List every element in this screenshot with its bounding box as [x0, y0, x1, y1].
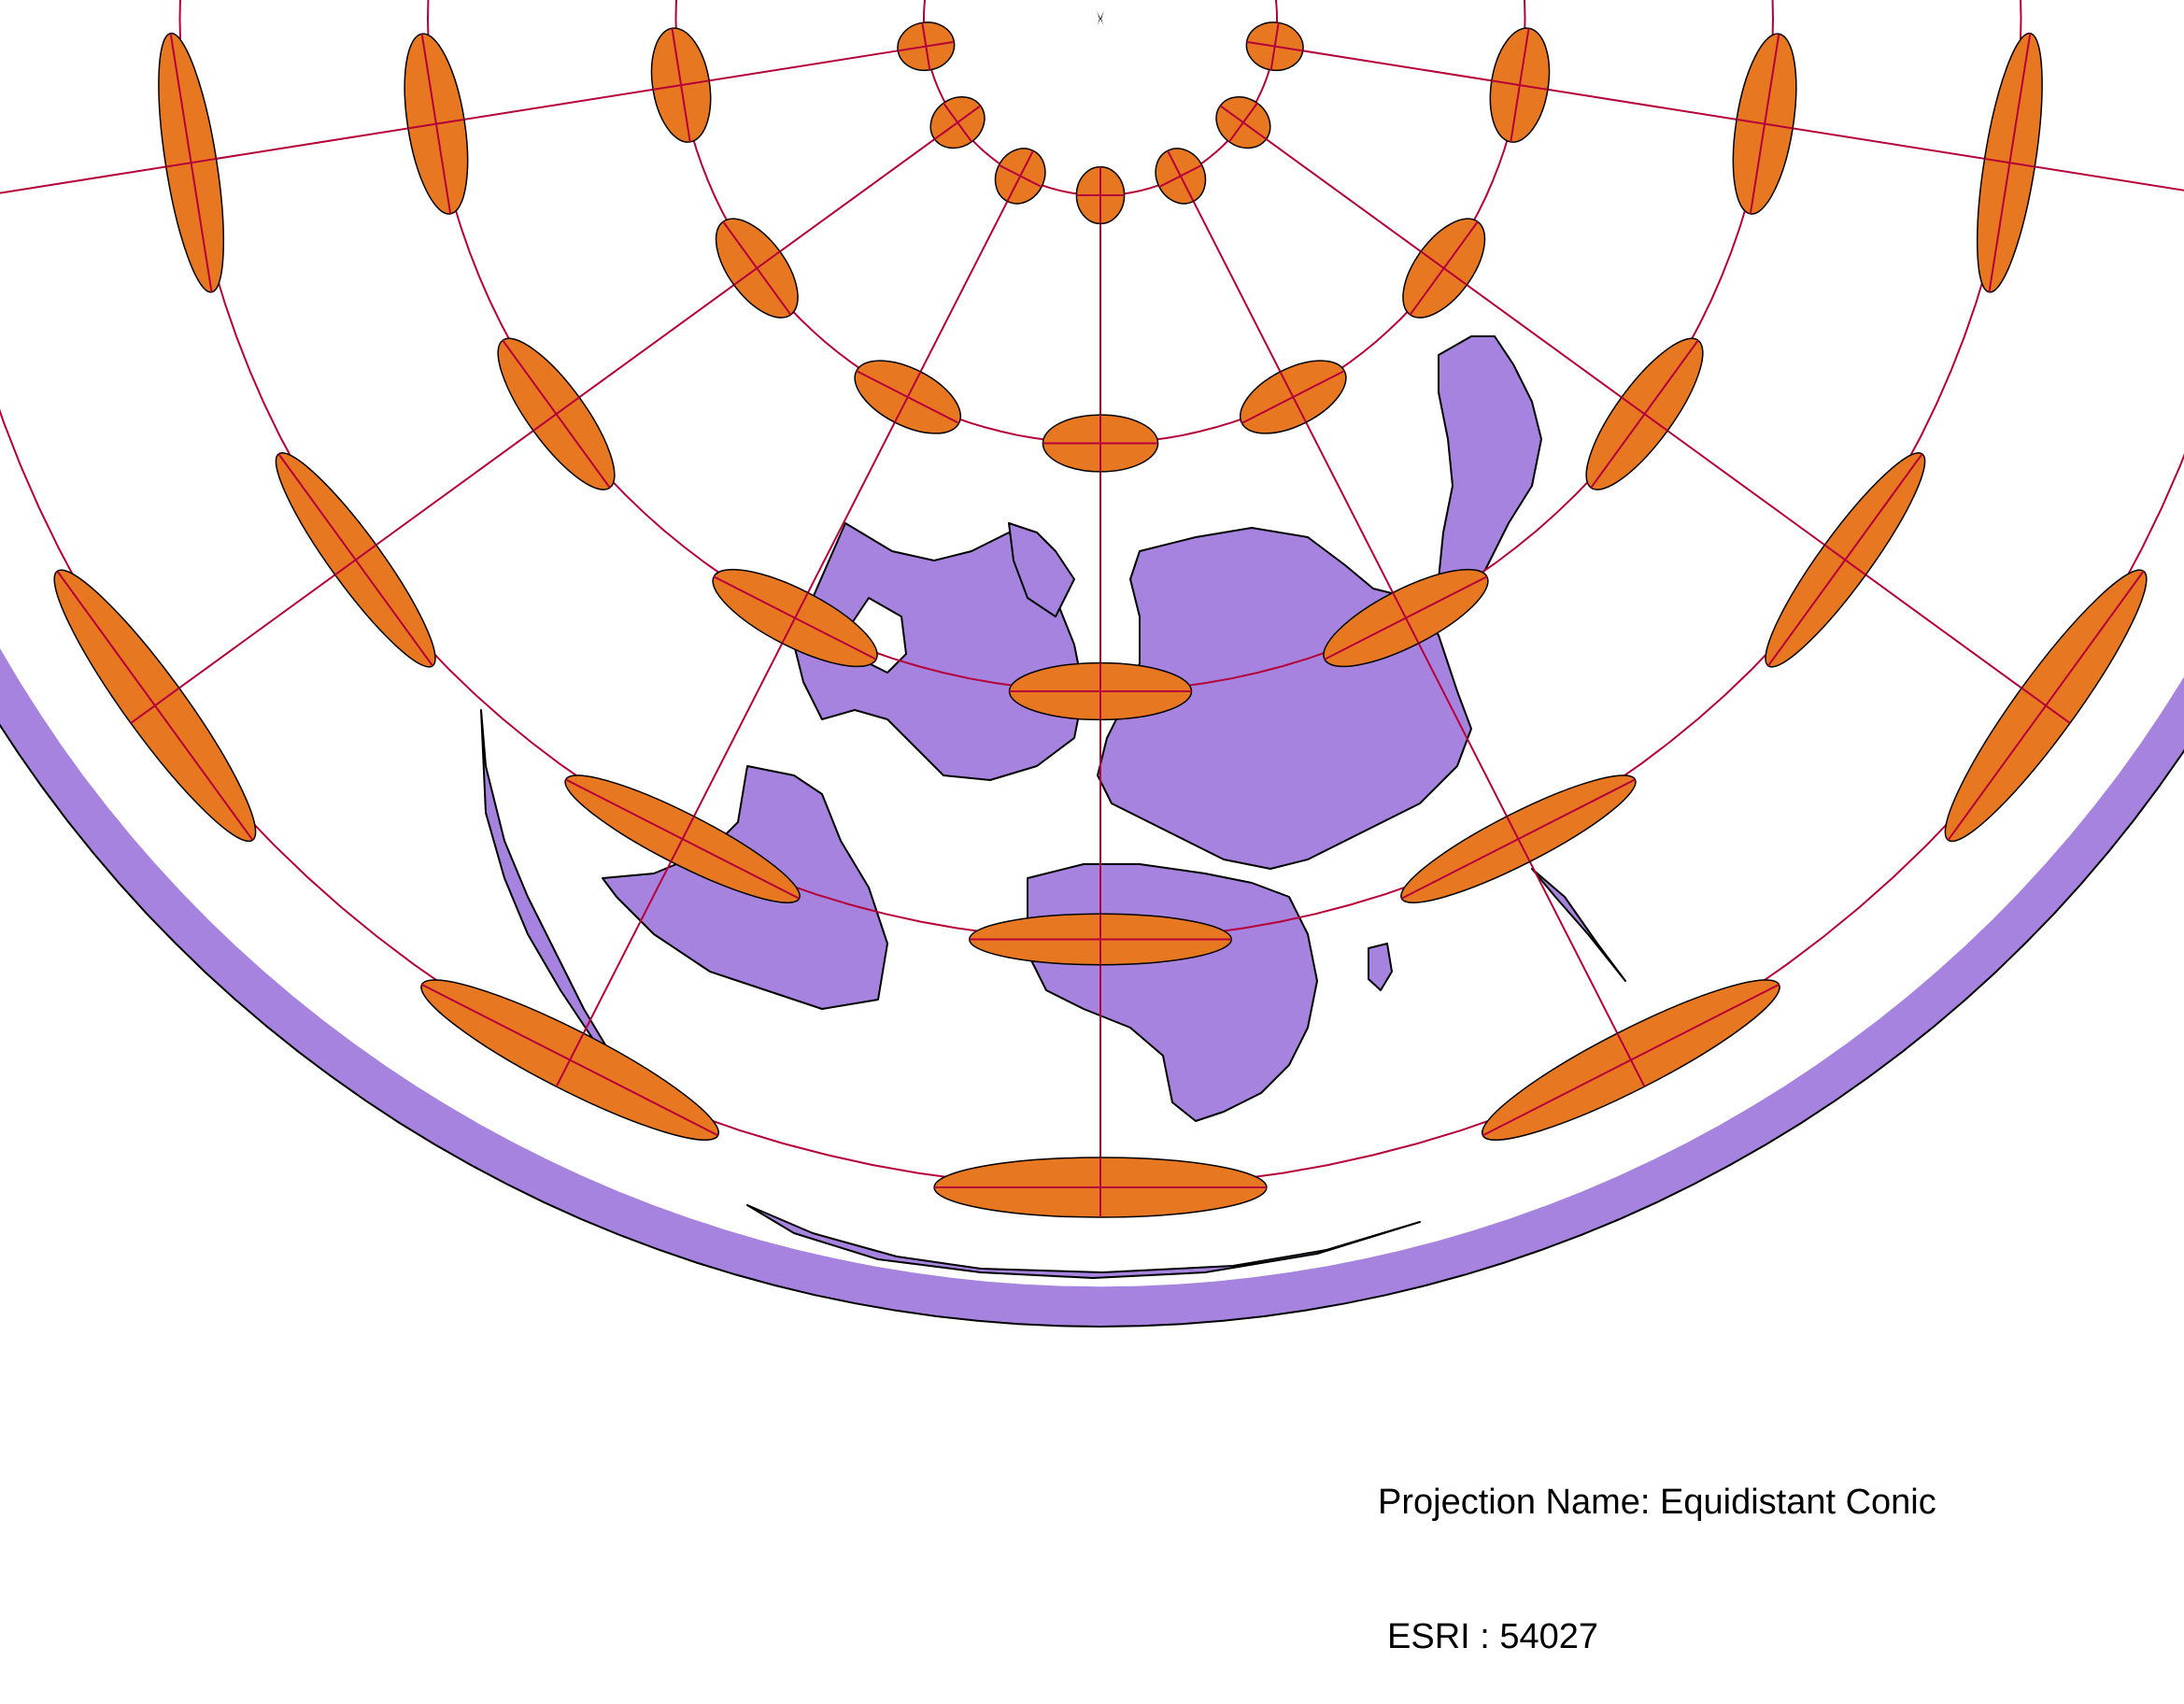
- esri-code-label: ESRI : 54027: [1387, 1617, 1599, 1656]
- tissot-ellipse: [929, 95, 986, 149]
- tissot-ellipse: [1489, 27, 1551, 143]
- kamchatka-land: [1438, 335, 1542, 599]
- greenland-land: [1008, 522, 1075, 618]
- tissot-ellipse: [275, 452, 436, 668]
- tissot-ellipse: [1245, 21, 1304, 72]
- tissot-ellipse: [158, 32, 225, 293]
- tissot-ellipse: [650, 27, 712, 143]
- tissot-ellipse: [1323, 568, 1489, 668]
- tissot-ellipse: [1944, 569, 2148, 843]
- tissot-ellipse: [1239, 360, 1347, 434]
- tissot-ellipse: [1008, 661, 1193, 721]
- tissot-ellipse: [1042, 414, 1159, 473]
- tissot-ellipse: [1400, 774, 1637, 903]
- tissot-ellipse: [1075, 165, 1126, 225]
- tissot-ellipse: [933, 1157, 1268, 1218]
- tissot-ellipse: [715, 218, 799, 319]
- tissot-ellipse: [712, 568, 878, 668]
- tissot-ellipse: [1481, 979, 1780, 1141]
- antarctica-right-land: [1531, 868, 1626, 982]
- tissot-ellipse: [1976, 32, 2043, 293]
- tissot-ellipse: [1402, 218, 1486, 319]
- tissot-ellipse: [1585, 337, 1704, 490]
- tissot-ellipse: [897, 21, 956, 72]
- projection-name-label: Projection Name: Equidistant Conic: [1378, 1483, 1936, 1522]
- tissot-ellipse: [420, 979, 720, 1141]
- tissot-ellipse: [1155, 148, 1207, 205]
- tissot-ellipse: [564, 774, 801, 903]
- tissot-indicatrices: [53, 21, 2148, 1218]
- madagascar-land: [1368, 943, 1393, 991]
- tissot-ellipse: [1732, 33, 1797, 215]
- map-caption: Projection Name: Equidistant Conic ESRI …: [1378, 1390, 1936, 1704]
- north-america-land: [793, 522, 1085, 781]
- tissot-ellipse: [854, 360, 962, 434]
- tissot-ellipse: [969, 913, 1232, 966]
- tissot-ellipse: [497, 337, 616, 490]
- tissot-ellipse: [1215, 95, 1271, 149]
- tissot-ellipse: [1765, 452, 1926, 668]
- antarctica-bottom-land: [746, 1204, 1421, 1279]
- tissot-ellipse: [53, 569, 257, 843]
- tissot-ellipse: [404, 33, 469, 215]
- map-canvas: [0, 0, 2184, 1328]
- tissot-ellipse: [994, 148, 1046, 205]
